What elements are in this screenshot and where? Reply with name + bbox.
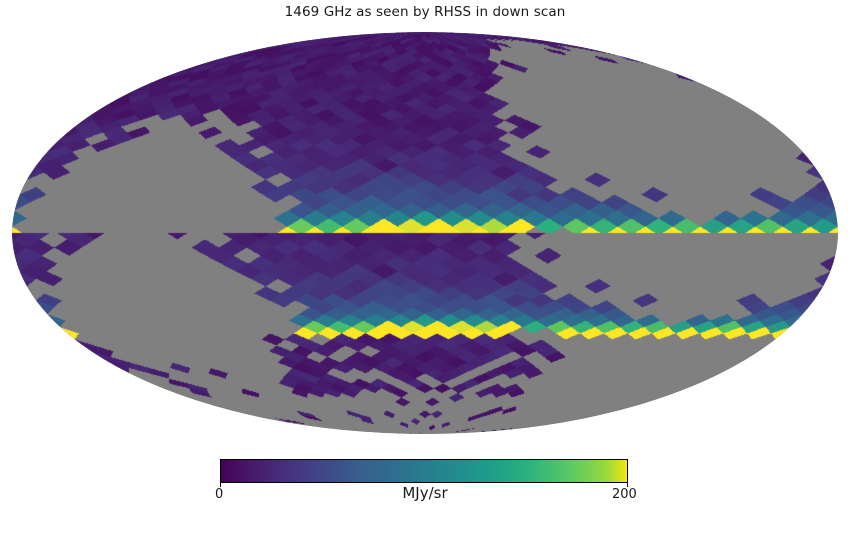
mollweide-map — [12, 32, 838, 434]
colorbar-tick-min — [220, 483, 221, 487]
healpix-map-canvas — [12, 32, 838, 434]
colorbar-tick-max — [627, 483, 628, 487]
colorbar-unit-label: MJy/sr — [402, 484, 448, 502]
colorbar-gradient — [220, 459, 628, 483]
colorbar — [220, 459, 628, 487]
colorbar-max-label: 200 — [612, 487, 637, 502]
chart-title: 1469 GHz as seen by RHSS in down scan — [284, 4, 566, 20]
colorbar-min-label: 0 — [215, 487, 224, 502]
sky-map-axes — [12, 32, 838, 434]
